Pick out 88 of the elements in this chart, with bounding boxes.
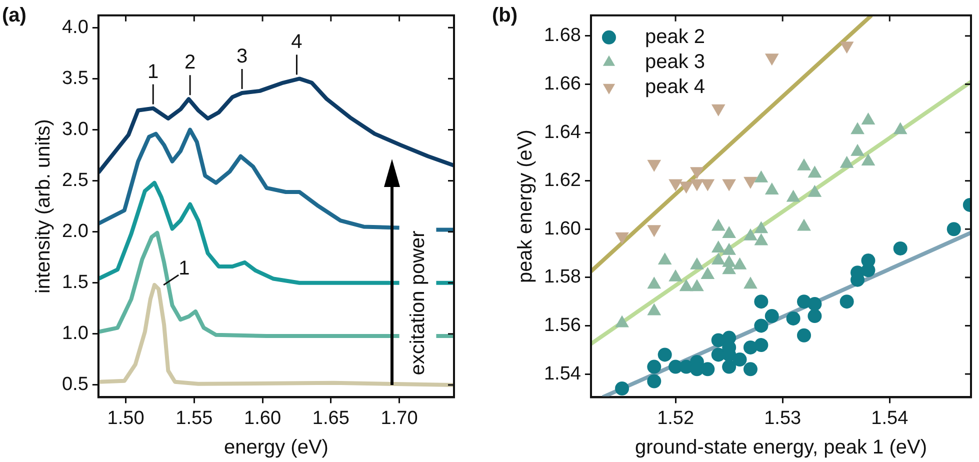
point [647, 374, 662, 388]
point [711, 218, 726, 231]
y-axis-title: intensity (arb. units) [32, 119, 55, 294]
point [861, 154, 876, 166]
point [711, 252, 726, 265]
point [700, 267, 715, 280]
point [840, 294, 854, 309]
point [764, 309, 779, 324]
annotation: 3 [236, 46, 248, 68]
point [615, 382, 630, 396]
annotation: 1 [148, 60, 159, 83]
y-tick-label: 1.64 [544, 122, 582, 143]
point [840, 156, 854, 168]
y-tick-label: 1.62 [544, 170, 581, 192]
x-tick-label: 1.60 [244, 408, 282, 429]
point [754, 221, 768, 234]
legend-label: peak 3 [644, 50, 706, 73]
y-tick-label: 1.5 [62, 272, 88, 294]
y-tick-label: 1.66 [544, 73, 581, 94]
point [808, 296, 822, 311]
point [679, 279, 694, 292]
point [658, 348, 672, 362]
point [754, 318, 768, 333]
point [658, 252, 672, 265]
y-tick-label: 1.68 [544, 25, 581, 46]
point [786, 190, 800, 202]
y-tick-label: 1.56 [544, 314, 581, 336]
point [893, 122, 908, 134]
y-tick-label: 4.0 [62, 16, 88, 38]
y-tick-label: 1.54 [544, 363, 582, 384]
y-tick-label: 3.5 [62, 68, 88, 89]
y-axis-title: peak energy (eV) [514, 130, 537, 284]
chart-title: (a) [2, 4, 26, 27]
point [647, 303, 662, 316]
point [732, 257, 747, 270]
chart-title: (b) [492, 4, 518, 27]
point [786, 311, 800, 326]
point [797, 158, 811, 170]
point [754, 233, 768, 246]
x-axis-title: ground-state energy, peak 1 (eV) [634, 436, 928, 459]
y-tick-label: 0.5 [62, 374, 88, 396]
point [808, 166, 822, 178]
x-tick-label: 1.53 [764, 408, 802, 429]
x-tick-label: 1.50 [107, 408, 144, 429]
point [722, 242, 736, 255]
point [764, 182, 779, 194]
point [711, 240, 726, 252]
x-tick-label: 1.65 [312, 408, 350, 429]
point [668, 269, 682, 282]
x-axis-title: energy (eV) [224, 436, 328, 459]
annotation: 2 [184, 52, 196, 74]
x-tick-label: 1.54 [871, 408, 909, 429]
point [732, 352, 747, 367]
y-tick-label: 1.58 [544, 266, 581, 288]
legend-label: peak 4 [644, 76, 706, 98]
y-tick-label: 1.0 [62, 323, 88, 344]
point [850, 122, 864, 134]
point [722, 360, 736, 374]
point [690, 257, 704, 270]
annotation: 4 [291, 31, 302, 54]
legend-label: peak 2 [644, 26, 706, 48]
annotation: excitation power [406, 230, 429, 376]
x-tick-label: 1.70 [380, 408, 418, 429]
y-tick-label: 3.0 [62, 118, 88, 140]
point [744, 228, 758, 240]
x-tick-label: 1.52 [657, 408, 694, 429]
point [808, 309, 822, 324]
point [647, 276, 662, 289]
point [797, 328, 812, 342]
annotation: 1 [178, 258, 190, 280]
point [690, 279, 704, 292]
point [808, 184, 822, 197]
x-tick-label: 1.55 [176, 408, 213, 429]
point [743, 362, 758, 376]
point [722, 226, 736, 238]
point [850, 144, 864, 156]
point [861, 112, 876, 124]
point [754, 338, 768, 352]
y-tick-label: 2.0 [62, 221, 88, 242]
point [647, 360, 662, 374]
point [754, 170, 768, 182]
point [700, 362, 715, 376]
point [797, 218, 811, 231]
point [744, 276, 758, 289]
y-tick-label: 1.60 [544, 218, 581, 240]
y-tick-label: 2.5 [62, 170, 88, 192]
point [754, 294, 768, 309]
point [893, 241, 908, 256]
